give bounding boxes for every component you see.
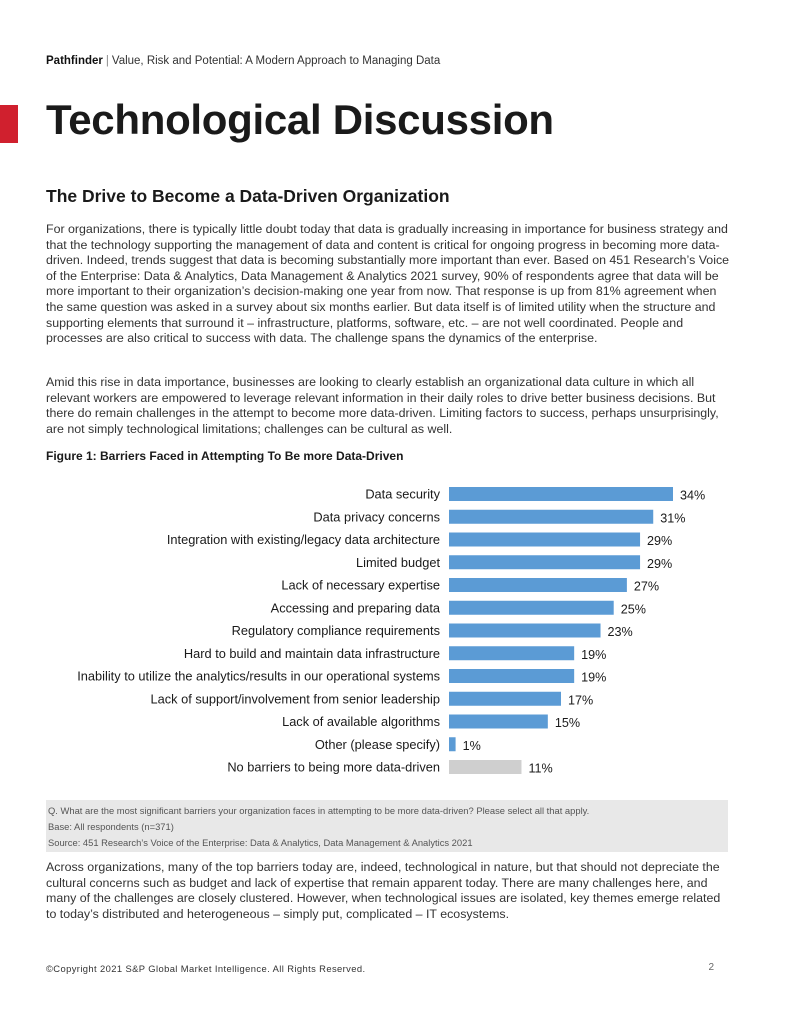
- category-label: Limited budget: [356, 555, 440, 570]
- survey-source-note: Source: 451 Research’s Voice of the Ente…: [48, 837, 473, 848]
- survey-question-note: Q. What are the most significant barrier…: [48, 805, 590, 816]
- value-label: 11%: [528, 762, 552, 776]
- value-label: 25%: [621, 602, 646, 616]
- category-label: Data privacy concerns: [313, 509, 440, 524]
- value-label: 15%: [555, 716, 580, 730]
- category-label: Lack of necessary expertise: [281, 578, 440, 593]
- bar: [449, 646, 575, 661]
- value-label: 19%: [581, 671, 606, 685]
- category-label: Lack of support/involvement from senior …: [151, 691, 441, 706]
- page-number: 2: [708, 962, 714, 973]
- bar: [449, 623, 601, 638]
- category-label: No barriers to being more data-driven: [227, 760, 440, 775]
- bar: [449, 714, 548, 729]
- figure-caption: Figure 1: Barriers Faced in Attempting T…: [46, 449, 404, 463]
- barriers-bar-chart: Data security 34% Data privacy concerns 31%…: [77, 487, 705, 776]
- header-subtitle: Value, Risk and Potential: A Modern Appr…: [111, 55, 441, 67]
- body-paragraph-2: Amid this rise in data importance, busin…: [46, 375, 719, 436]
- value-label: 27%: [634, 580, 659, 594]
- body-paragraph-1: For organizations, there is typically li…: [46, 222, 730, 346]
- bar: [449, 509, 654, 524]
- header-separator: |: [105, 55, 109, 67]
- bar: [449, 691, 561, 706]
- value-label: 17%: [568, 693, 593, 707]
- category-label: Data security: [365, 487, 440, 502]
- category-label: Lack of available algorithms: [282, 714, 440, 729]
- category-label: Hard to build and maintain data infrastr…: [184, 646, 440, 661]
- category-label: Other (please specify): [315, 737, 440, 752]
- bar: [449, 487, 673, 501]
- value-label: 23%: [608, 625, 633, 639]
- bar: [449, 532, 641, 547]
- bar: [449, 578, 627, 592]
- value-label: 29%: [647, 557, 672, 571]
- value-label: 1%: [463, 739, 481, 753]
- category-label: Regulatory compliance requirements: [232, 623, 440, 638]
- bar: [449, 760, 522, 774]
- category-label: Integration with existing/legacy data ar…: [167, 532, 440, 547]
- body-paragraph-3: Across organizations, many of the top ba…: [46, 860, 721, 921]
- figure-notes: Q. What are the most significant barrier…: [46, 800, 728, 852]
- value-label: 19%: [581, 648, 606, 662]
- bar: [449, 669, 575, 683]
- value-label: 34%: [680, 489, 705, 503]
- page-title: Technological Discussion: [46, 96, 554, 143]
- section-heading: The Drive to Become a Data-Driven Organi…: [46, 186, 450, 206]
- header-brand: Pathfinder: [46, 55, 103, 67]
- value-label: 29%: [647, 534, 672, 548]
- value-label: 31%: [660, 511, 685, 525]
- bar: [449, 600, 614, 615]
- category-label: Inability to utilize the analytics/resul…: [77, 669, 440, 684]
- category-label: Accessing and preparing data: [271, 600, 441, 615]
- survey-base-note: Base: All respondents (n=371): [48, 821, 174, 832]
- running-header: Pathfinder | Value, Risk and Potential: A …: [46, 55, 440, 67]
- accent-bar: [0, 105, 18, 143]
- bar: [449, 555, 641, 570]
- bar: [449, 737, 456, 752]
- footer-copyright: ©Copyright 2021 S&P Global Market Intell…: [46, 963, 366, 974]
